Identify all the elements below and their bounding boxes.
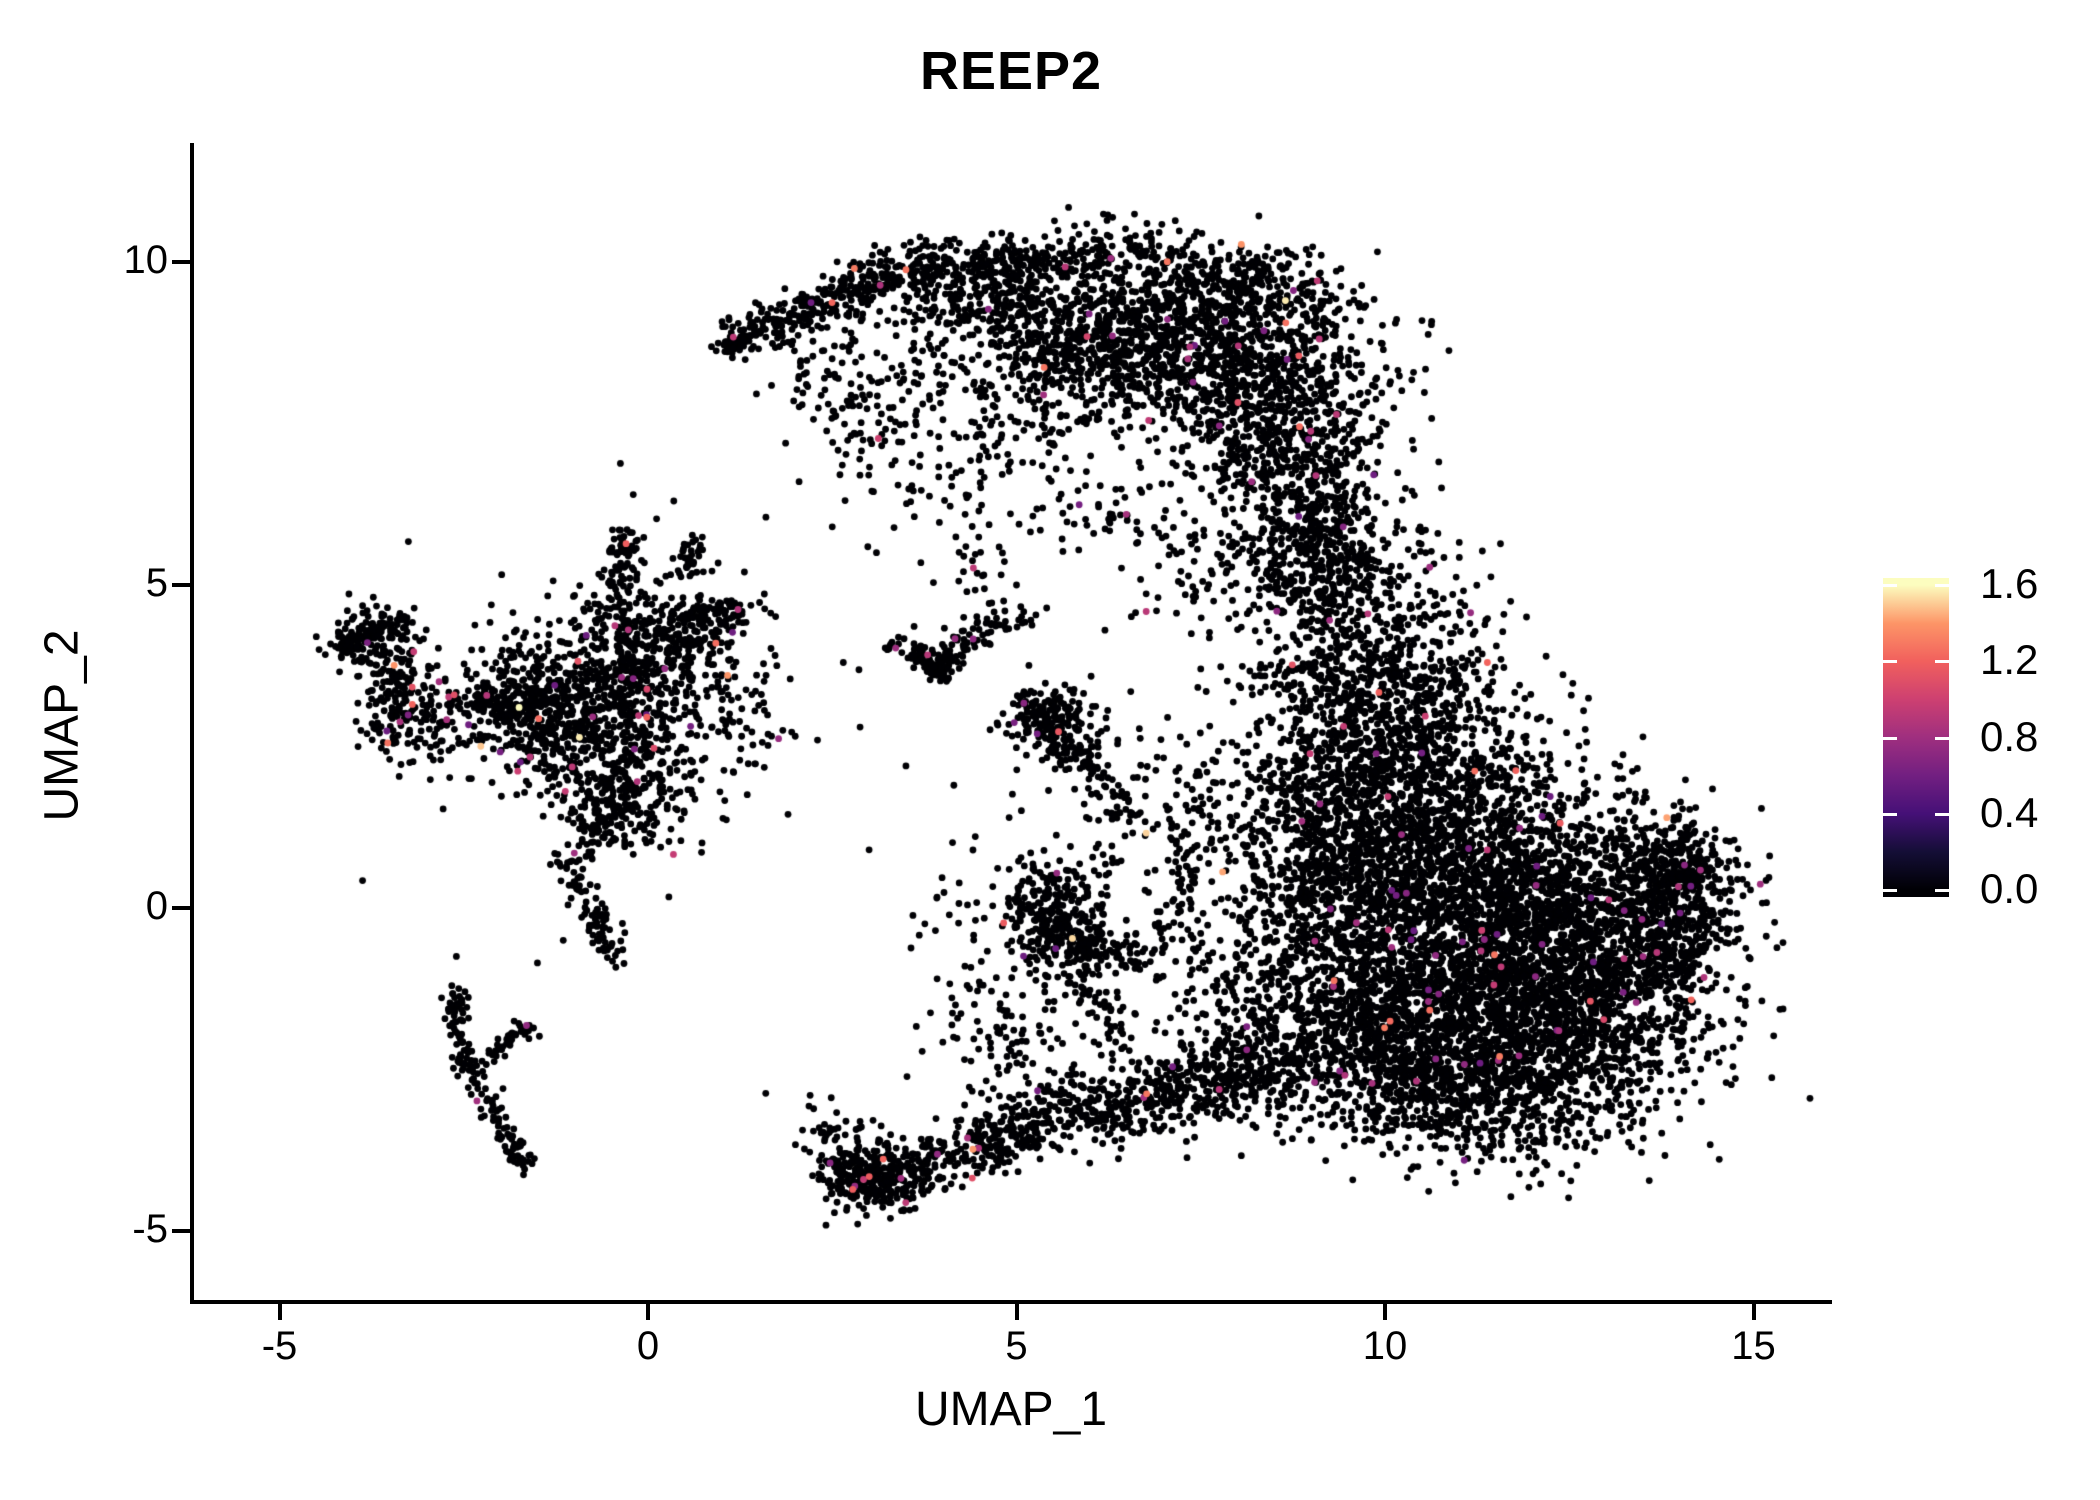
colorbar-tick-mark (1935, 660, 1949, 664)
x-tick-mark (646, 1304, 650, 1320)
x-tick-label: 0 (636, 1324, 660, 1368)
colorbar-tick-mark (1883, 660, 1897, 664)
colorbar-tick-mark (1883, 812, 1897, 816)
colorbar-tick-mark (1935, 889, 1949, 892)
x-tick-label: 10 (1362, 1324, 1408, 1368)
y-tick-mark (172, 260, 190, 264)
y-tick-label: 5 (145, 561, 168, 605)
y-tick-mark (172, 583, 190, 587)
y-tick-label: -5 (132, 1207, 168, 1251)
umap-scatter-canvas (192, 143, 1830, 1302)
y-tick-mark (172, 1229, 190, 1233)
colorbar-tick-mark (1883, 584, 1897, 588)
x-axis-line (190, 1300, 1832, 1304)
plot-panel (192, 143, 1830, 1302)
colorbar-tick-label: 1.2 (1980, 636, 2039, 684)
colorbar-tick-label: 0.8 (1980, 712, 2039, 760)
y-tick-mark (172, 906, 190, 910)
x-tick-label: -5 (261, 1324, 298, 1368)
colorbar-tick-label: 0.0 (1980, 865, 2039, 912)
colorbar-tick-mark (1935, 584, 1949, 588)
colorbar-tick-mark (1883, 736, 1897, 740)
x-tick-label: 15 (1731, 1324, 1776, 1368)
x-axis-title: UMAP_1 (914, 1383, 1108, 1436)
x-tick-mark (277, 1304, 282, 1320)
x-tick-mark (1751, 1304, 1756, 1320)
y-tick-label: 0 (145, 884, 168, 928)
colorbar-tick-label: 1.6 (1980, 560, 2039, 608)
colorbar-tick-mark (1883, 889, 1897, 892)
y-axis-title: UMAP_2 (35, 629, 89, 822)
colorbar-tick-label: 0.4 (1980, 788, 2039, 836)
plot-title: REEP2 (919, 41, 1103, 101)
y-axis-line (190, 143, 194, 1304)
colorbar-tick-mark (1935, 736, 1949, 740)
x-tick-mark (1383, 1304, 1387, 1320)
expression-colorbar (1883, 578, 1949, 897)
x-tick-mark (1014, 1304, 1019, 1320)
y-tick-label: 10 (123, 238, 169, 282)
colorbar-tick-mark (1935, 812, 1949, 816)
x-tick-label: 5 (1005, 1324, 1028, 1368)
